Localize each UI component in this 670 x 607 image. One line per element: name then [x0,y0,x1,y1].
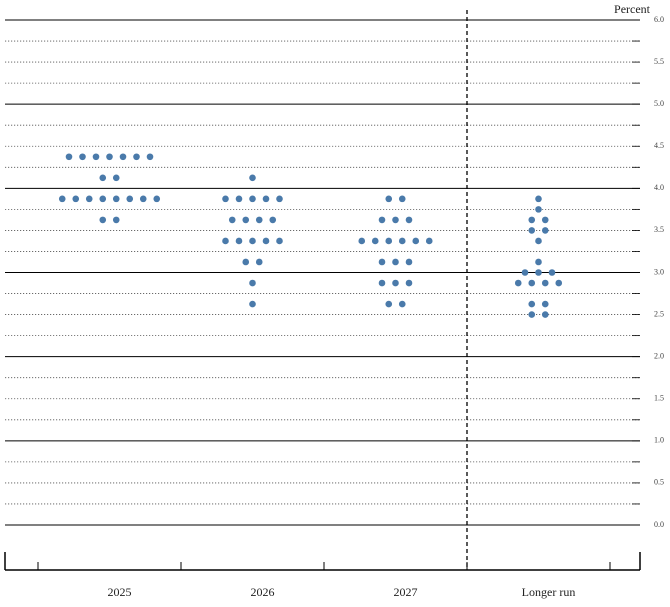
y-tick-label: 0.5 [654,478,664,487]
dot [398,195,406,203]
y-tick-label: 1.0 [654,436,664,445]
dot [521,269,529,276]
y-tick-label: 2.0 [654,351,664,360]
dot [378,258,386,266]
dot [541,227,549,234]
dot [119,153,127,161]
dot [528,311,536,318]
x-tick-label: 2026 [251,585,275,599]
dot [528,300,536,308]
dot [112,195,120,203]
y-tick-label: 1.5 [654,394,664,403]
dot [358,237,366,245]
dot [228,216,236,224]
dot [65,153,73,161]
dot [72,195,80,203]
y-tick-label: 2.5 [654,309,664,318]
dot [146,153,154,161]
dot [92,153,100,161]
dot [385,237,393,245]
dot [535,269,542,276]
y-tick-label: 5.0 [654,99,664,108]
dot [535,258,542,266]
dot [262,195,270,203]
y-tick-label: 6.0 [654,15,664,24]
dot [222,195,229,203]
dot [541,311,549,318]
dot [535,237,542,245]
x-tick-label: Longer run [522,585,576,599]
y-tick-label: 4.5 [654,141,664,150]
dot [405,216,413,224]
dot [235,195,243,203]
dot [269,216,277,224]
dot [79,153,86,161]
dot [385,195,393,203]
dot [548,269,556,276]
dot [528,279,536,287]
y-tick-label: 3.5 [654,225,664,234]
dot [222,237,229,245]
dot [235,237,243,245]
dot [412,237,420,245]
dot [249,237,256,245]
dot [555,279,563,287]
dot [112,174,120,182]
dot [139,195,147,203]
dot [398,237,406,245]
dot [541,279,549,287]
dot [385,300,393,308]
dot [535,206,542,213]
dot [528,227,536,234]
dot [242,258,250,266]
dot [392,258,399,266]
dot [99,174,107,182]
x-tick-label: 2025 [108,585,132,599]
dot [249,300,256,308]
y-tick-label: 0.0 [654,520,664,529]
dot [276,195,283,203]
dot [99,195,107,203]
y-tick-label: 4.0 [654,183,664,192]
dot [392,279,399,287]
dot [85,195,93,203]
y-axis-label: Percent [614,2,651,16]
dot [58,195,66,203]
dot [392,216,399,224]
dot [126,195,134,203]
x-tick-label: 2027 [394,585,418,599]
dot [276,237,283,245]
dot [405,279,413,287]
y-tick-label: 5.5 [654,57,664,66]
dot [541,300,549,308]
dot [249,195,256,203]
dot [398,300,406,308]
dot [262,237,270,245]
dot [535,195,542,203]
dot [99,216,107,224]
dot [528,216,536,224]
dot [378,279,386,287]
dot [405,258,413,266]
dot [255,258,263,266]
dot [371,237,379,245]
dot [514,279,522,287]
dot [133,153,140,161]
dot [242,216,250,224]
dot [153,195,161,203]
dot [378,216,386,224]
y-tick-label: 3.0 [654,267,664,276]
dot [112,216,120,224]
dot [249,174,256,182]
dot [255,216,263,224]
dot [249,279,256,287]
dot [425,237,433,245]
dot [106,153,113,161]
dot [541,216,549,224]
